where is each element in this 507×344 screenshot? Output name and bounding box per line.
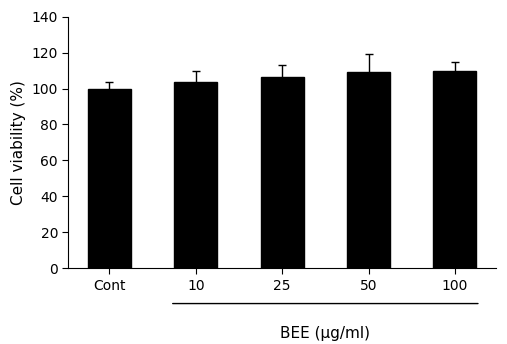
Bar (261, 77, 304, 268)
Bar (347, 72, 390, 268)
Bar (433, 72, 477, 268)
Text: BEE (μg/ml): BEE (μg/ml) (280, 326, 370, 341)
Bar (174, 82, 218, 268)
Bar (88, 88, 131, 268)
Y-axis label: Cell viability (%): Cell viability (%) (11, 80, 26, 205)
